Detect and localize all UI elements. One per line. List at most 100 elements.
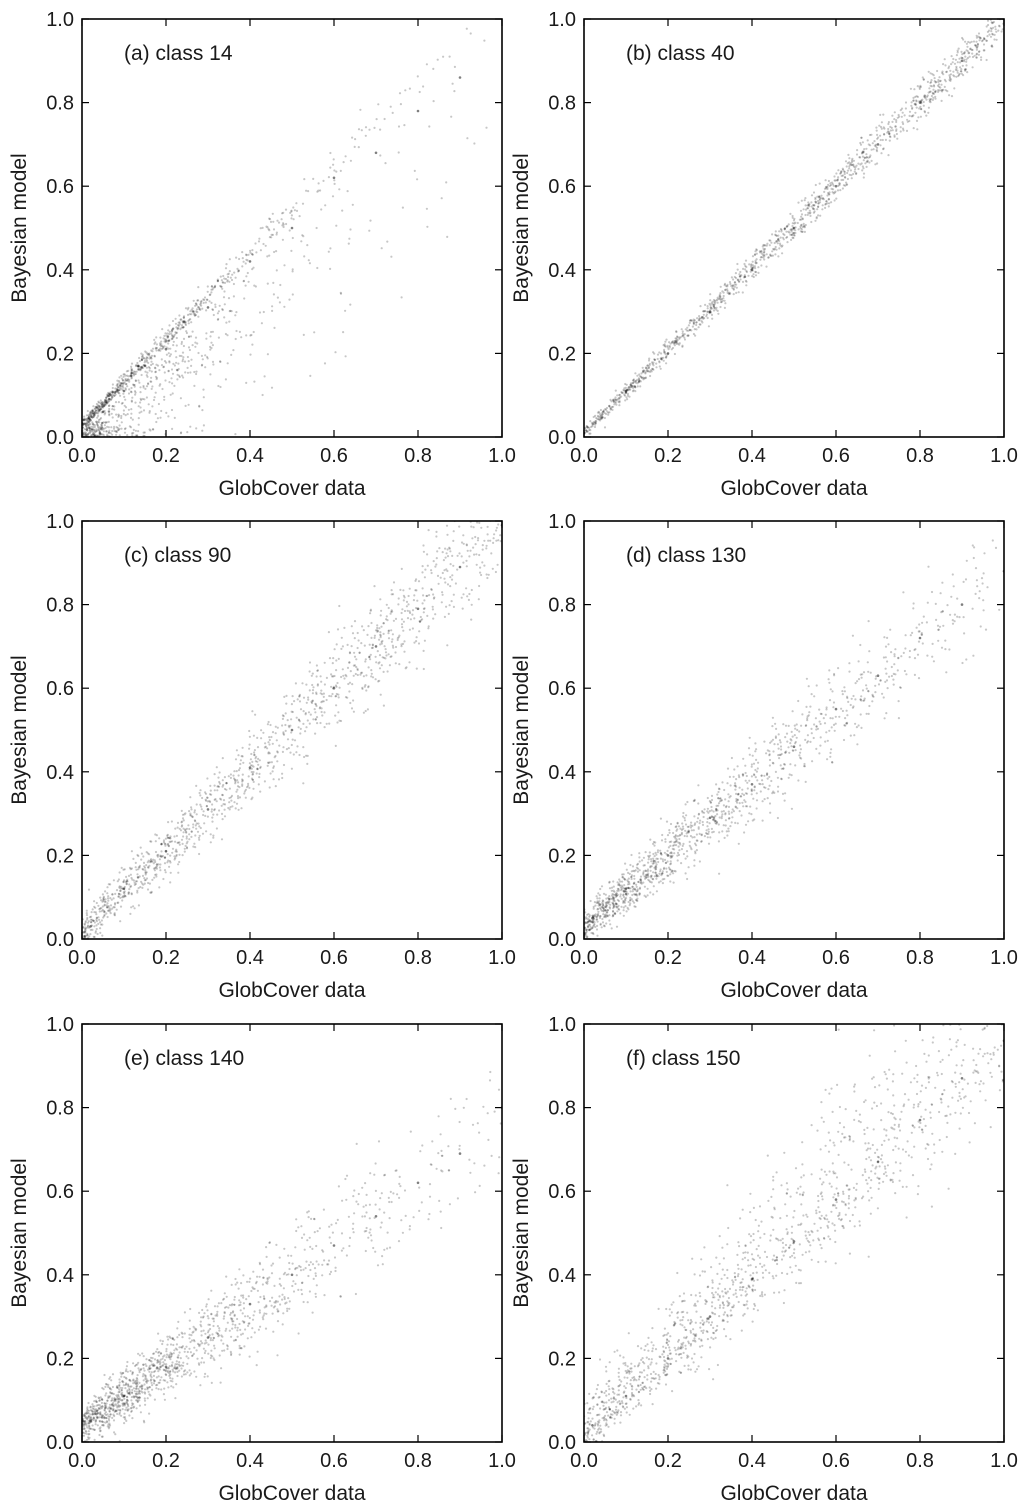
data-point	[181, 824, 184, 827]
data-point	[98, 918, 101, 921]
data-point	[485, 544, 488, 547]
data-point	[126, 880, 129, 883]
data-point	[732, 278, 735, 281]
data-point	[166, 834, 169, 837]
data-point	[98, 405, 101, 408]
data-point	[601, 901, 604, 904]
data-point	[232, 295, 235, 298]
data-point	[123, 879, 126, 882]
data-point	[723, 284, 726, 287]
data-point	[722, 810, 725, 813]
data-point	[111, 390, 115, 394]
data-point	[103, 910, 106, 913]
y-tick-label: 0.2	[46, 343, 74, 365]
data-point	[975, 48, 979, 51]
data-point	[841, 690, 844, 693]
data-point	[893, 134, 896, 137]
data-point	[743, 262, 746, 266]
data-point	[605, 901, 608, 904]
data-point	[842, 178, 845, 181]
data-point	[743, 276, 746, 279]
data-point	[210, 285, 213, 288]
data-point	[792, 236, 795, 240]
data-point	[358, 651, 361, 654]
data-point	[84, 928, 87, 931]
data-point	[807, 211, 810, 214]
data-point	[398, 92, 402, 95]
data-point	[116, 379, 119, 382]
data-point	[251, 778, 254, 781]
data-point	[848, 157, 851, 160]
data-point	[672, 831, 675, 835]
data-point	[706, 316, 709, 320]
data-point	[982, 43, 986, 46]
data-point	[770, 241, 773, 244]
data-point	[803, 226, 806, 229]
data-point	[588, 915, 591, 918]
data-point	[465, 559, 468, 562]
data-point	[654, 861, 657, 864]
data-point	[271, 770, 274, 773]
data-point	[143, 398, 146, 401]
data-point	[433, 596, 436, 599]
data-point	[594, 913, 597, 916]
data-point	[617, 889, 620, 892]
data-point	[327, 176, 330, 179]
data-point	[661, 872, 664, 875]
data-point	[787, 223, 790, 226]
data-point	[334, 714, 337, 717]
data-point	[369, 658, 372, 661]
data-point	[117, 878, 120, 881]
data-point	[106, 886, 109, 889]
data-point	[430, 588, 433, 591]
data-point	[824, 713, 827, 716]
data-point	[612, 893, 616, 896]
data-point	[614, 894, 617, 897]
data-point	[315, 226, 318, 230]
data-point	[611, 896, 615, 900]
data-point	[293, 700, 296, 703]
data-point	[183, 319, 186, 322]
data-point	[197, 299, 200, 302]
data-point	[315, 691, 318, 694]
data-point	[316, 683, 319, 686]
data-point	[614, 400, 617, 403]
data-point	[106, 897, 110, 900]
data-point	[123, 431, 127, 434]
data-point	[967, 52, 970, 55]
data-point	[91, 409, 94, 412]
data-point	[256, 767, 259, 770]
data-point	[267, 741, 270, 744]
data-point	[961, 57, 964, 60]
data-point	[806, 207, 809, 210]
data-point	[145, 351, 148, 354]
data-point	[192, 312, 195, 315]
data-point	[201, 358, 204, 361]
data-point	[624, 898, 627, 901]
data-point	[93, 414, 96, 417]
data-point	[233, 271, 236, 274]
data-point	[250, 777, 254, 780]
data-point	[777, 237, 780, 240]
data-point	[416, 599, 419, 602]
data-point	[699, 819, 702, 822]
data-point	[767, 788, 770, 791]
data-point	[356, 667, 359, 671]
data-point	[125, 875, 128, 879]
data-point	[180, 324, 184, 327]
data-point	[608, 900, 611, 904]
data-point	[423, 607, 426, 610]
data-point	[237, 269, 240, 272]
data-point	[783, 227, 786, 230]
data-point	[257, 763, 260, 766]
data-point	[178, 323, 181, 326]
data-point	[688, 321, 691, 324]
data-point	[859, 163, 862, 166]
data-point	[305, 701, 308, 704]
data-point	[937, 639, 940, 642]
data-point	[141, 867, 144, 871]
data-point	[186, 313, 190, 316]
data-point	[102, 898, 105, 901]
data-point	[348, 661, 351, 664]
data-point	[185, 847, 189, 850]
